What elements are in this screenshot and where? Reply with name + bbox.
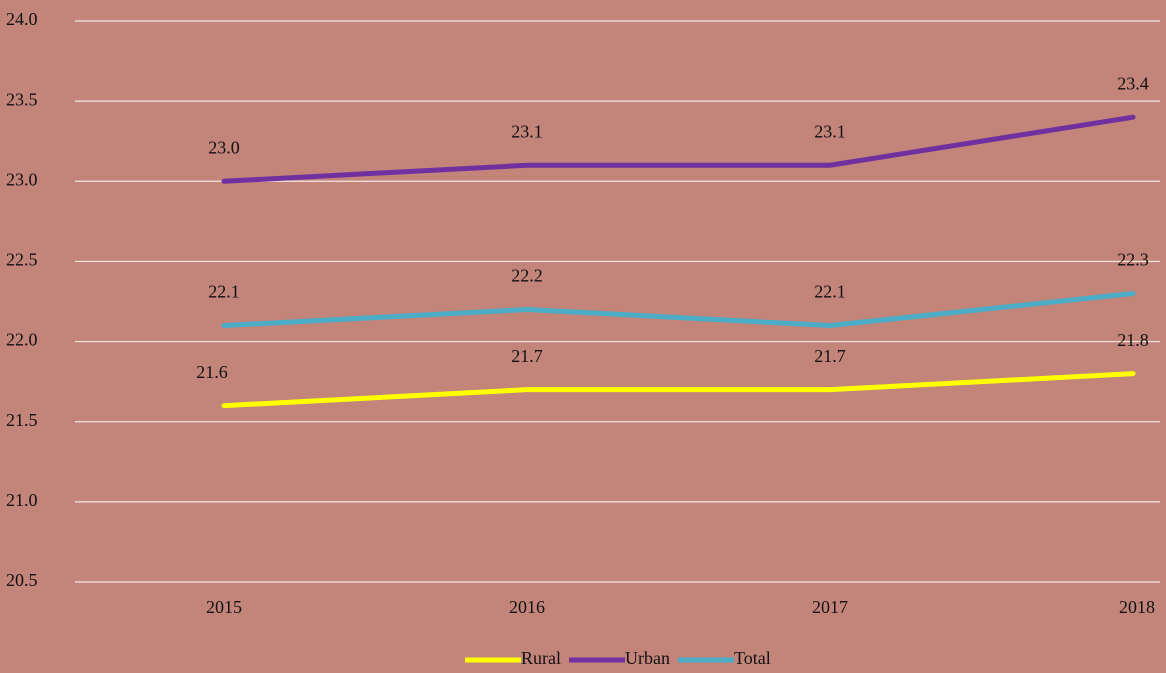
legend-label: Total: [734, 648, 771, 668]
series-line: [221, 290, 1136, 329]
y-tick-label: 21.0: [6, 490, 38, 510]
data-label: 23.1: [511, 121, 543, 141]
data-label: 21.8: [1117, 330, 1149, 350]
y-tick-label: 22.5: [6, 250, 38, 270]
x-tick-label: 2017: [812, 597, 848, 617]
data-label: 21.7: [814, 346, 846, 366]
legend-label: Urban: [625, 648, 670, 668]
data-label: 22.1: [814, 282, 846, 302]
data-label: 21.7: [511, 346, 543, 366]
series-line: [221, 371, 1136, 409]
y-tick-label: 22.0: [6, 330, 38, 350]
legend-label: Rural: [521, 648, 561, 668]
y-tick-label: 21.5: [6, 410, 38, 430]
data-label: 23.1: [814, 121, 846, 141]
series-line: [221, 114, 1136, 184]
data-label: 22.3: [1117, 250, 1149, 270]
x-tick-label: 2018: [1119, 597, 1155, 617]
data-label: 22.1: [208, 282, 240, 302]
x-tick-label: 2016: [509, 597, 545, 617]
data-label: 21.6: [196, 362, 228, 382]
y-tick-label: 23.0: [6, 169, 38, 189]
y-tick-label: 23.5: [6, 89, 38, 109]
data-label: 22.2: [511, 266, 543, 286]
x-tick-label: 2015: [206, 597, 242, 617]
y-tick-label: 20.5: [6, 570, 38, 590]
data-label: 23.0: [208, 137, 240, 157]
data-label: 23.4: [1117, 73, 1149, 93]
y-tick-label: 24.0: [6, 9, 38, 29]
